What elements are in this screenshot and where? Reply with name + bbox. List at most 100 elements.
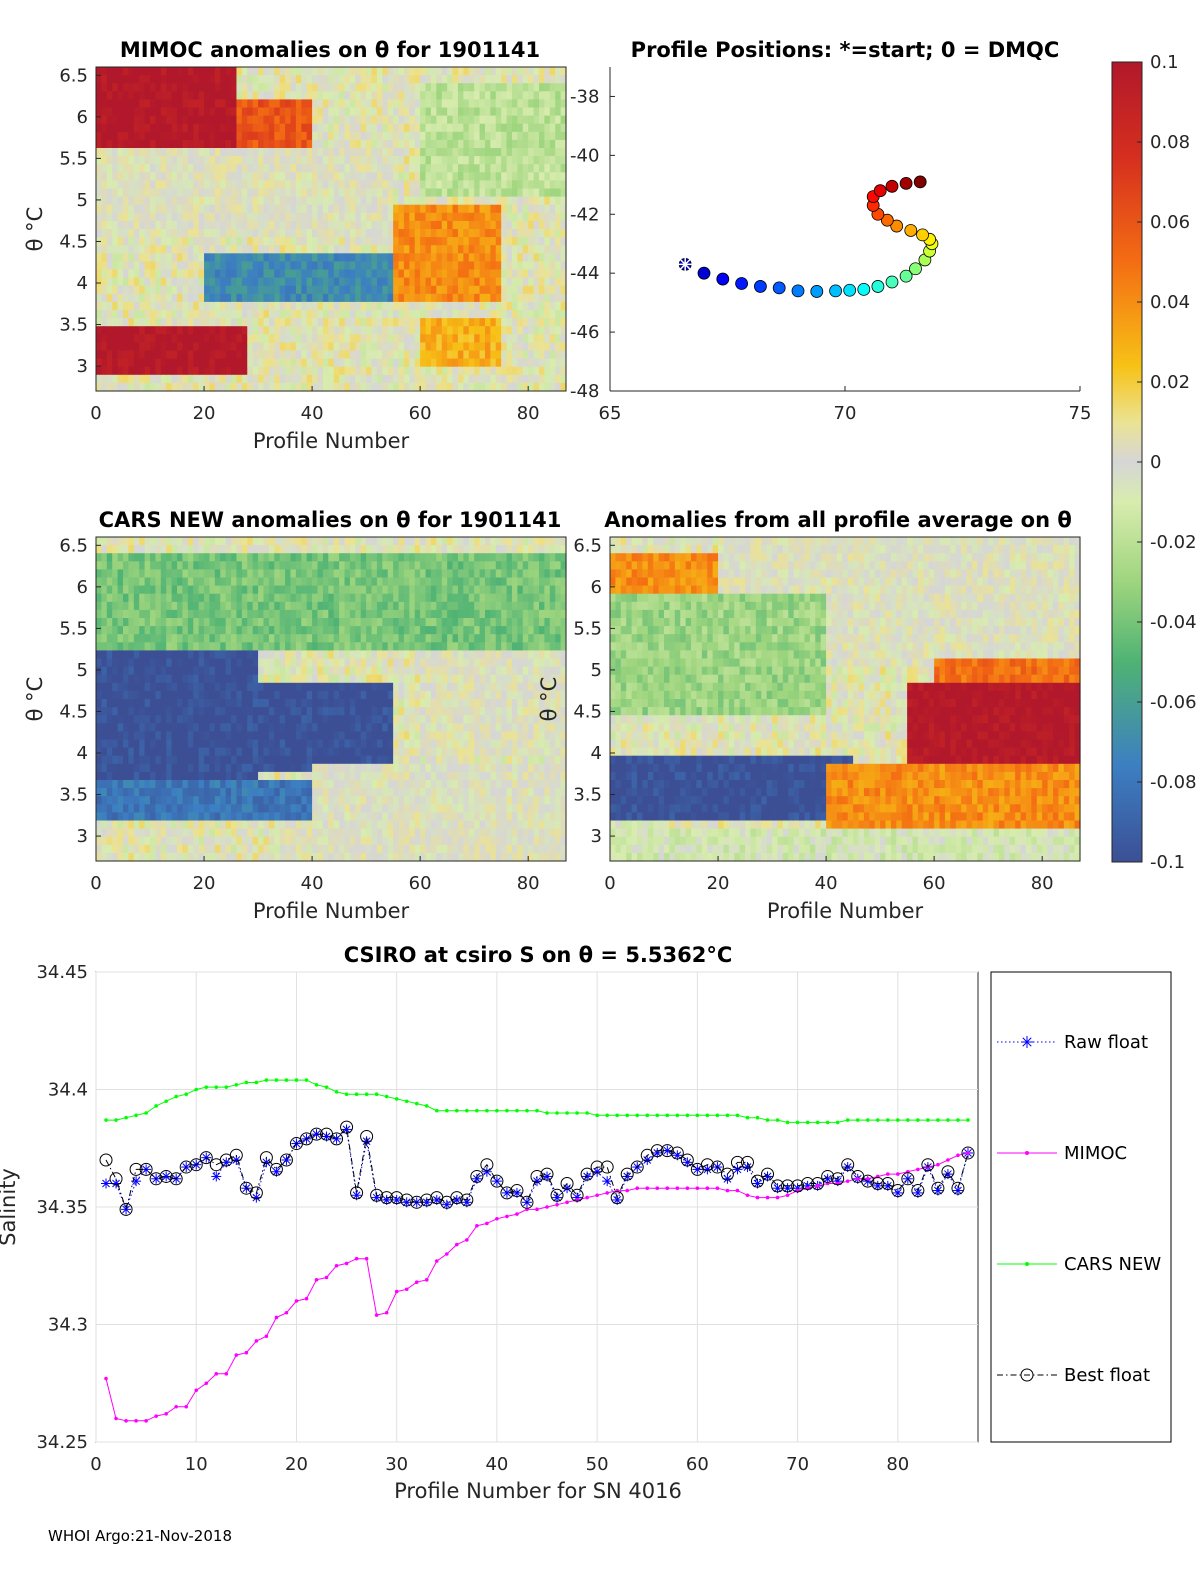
heatmap-cell bbox=[452, 277, 459, 287]
heatmap-cell bbox=[220, 626, 227, 635]
heatmap-cell bbox=[506, 237, 513, 246]
heatmap-cell bbox=[279, 382, 286, 392]
heatmap-cell bbox=[414, 229, 421, 238]
heatmap-cell bbox=[187, 334, 194, 343]
heatmap-cell bbox=[155, 310, 162, 319]
heatmap-cell bbox=[128, 366, 135, 376]
heatmap-cell bbox=[479, 220, 486, 230]
heatmap-cell bbox=[236, 172, 243, 181]
heatmap-cell bbox=[279, 326, 286, 335]
heatmap-cell bbox=[166, 593, 173, 603]
heatmap-cell bbox=[225, 318, 232, 327]
heatmap-cell bbox=[182, 642, 189, 651]
heatmap-cell bbox=[106, 374, 113, 384]
heatmap-cell bbox=[225, 148, 232, 157]
heatmap-cell bbox=[506, 67, 513, 76]
heatmap-cell bbox=[544, 318, 551, 327]
heatmap-cell bbox=[252, 204, 259, 214]
heatmap-cell bbox=[198, 237, 205, 246]
heatmap-cell bbox=[198, 747, 205, 757]
heatmap-cell bbox=[106, 788, 113, 797]
heatmap-cell bbox=[393, 277, 400, 287]
heatmap-cell bbox=[447, 220, 454, 230]
heatmap-cell bbox=[182, 618, 189, 627]
heatmap-cell bbox=[533, 139, 540, 149]
heatmap-cell bbox=[301, 326, 308, 335]
heatmap-cell bbox=[144, 107, 151, 117]
heatmap-cell bbox=[371, 261, 378, 271]
heatmap-cell bbox=[517, 318, 524, 327]
heatmap-cell bbox=[128, 139, 135, 149]
heatmap-cell bbox=[160, 374, 167, 384]
heatmap-cell bbox=[414, 188, 421, 198]
heatmap-cell bbox=[150, 707, 157, 716]
heatmap-cell bbox=[274, 374, 281, 384]
heatmap-cell bbox=[101, 796, 108, 805]
heatmap-cell bbox=[322, 99, 329, 109]
heatmap-cell bbox=[160, 99, 167, 109]
heatmap-cell bbox=[150, 828, 157, 838]
heatmap-cell bbox=[279, 350, 286, 360]
heatmap-cell bbox=[101, 747, 108, 757]
heatmap-cell bbox=[166, 747, 173, 757]
heatmap-cell bbox=[112, 293, 119, 303]
heatmap-cell bbox=[182, 844, 189, 854]
heatmap-cell bbox=[247, 115, 254, 125]
heatmap-cell bbox=[150, 123, 157, 133]
heatmap-cell bbox=[544, 196, 551, 206]
heatmap-cell bbox=[274, 237, 281, 246]
heatmap-cell bbox=[538, 285, 545, 295]
heatmap-cell bbox=[166, 326, 173, 335]
heatmap-cell bbox=[479, 83, 486, 92]
heatmap-cell bbox=[123, 237, 130, 246]
heatmap-cell bbox=[371, 188, 378, 198]
heatmap-cell bbox=[236, 293, 243, 303]
heatmap-cell bbox=[171, 342, 178, 352]
heatmap-cell bbox=[414, 91, 421, 100]
heatmap-cell bbox=[495, 277, 502, 287]
heatmap-cell bbox=[214, 561, 221, 570]
heatmap-cell bbox=[468, 350, 475, 360]
heatmap-cell bbox=[128, 545, 135, 554]
heatmap-cell bbox=[528, 310, 535, 319]
heatmap-cell bbox=[214, 593, 221, 603]
heatmap-cell bbox=[436, 382, 443, 392]
heatmap-cell bbox=[182, 269, 189, 279]
heatmap-cell bbox=[182, 699, 189, 708]
heatmap-cell bbox=[555, 148, 562, 157]
heatmap-cell bbox=[123, 682, 130, 692]
heatmap-cell bbox=[387, 342, 394, 352]
heatmap-cell bbox=[549, 342, 556, 352]
heatmap-cell bbox=[220, 139, 227, 149]
heatmap-cell bbox=[220, 545, 227, 554]
heatmap-cell bbox=[376, 301, 383, 311]
heatmap-cell bbox=[247, 844, 254, 854]
heatmap-cell bbox=[117, 820, 124, 830]
heatmap-cell bbox=[123, 148, 130, 157]
heatmap-cell bbox=[193, 107, 200, 117]
heatmap-cell bbox=[117, 180, 124, 190]
heatmap-cell bbox=[263, 634, 270, 643]
heatmap-cell bbox=[214, 277, 221, 287]
heatmap-cell bbox=[425, 91, 432, 100]
heatmap-cell bbox=[376, 164, 383, 173]
heatmap-cell bbox=[128, 674, 135, 684]
heatmap-cell bbox=[155, 285, 162, 295]
heatmap-cell bbox=[171, 261, 178, 271]
heatmap-cell bbox=[193, 99, 200, 109]
heatmap-cell bbox=[252, 91, 259, 100]
heatmap-cell bbox=[160, 715, 167, 724]
heatmap-cell bbox=[387, 374, 394, 384]
heatmap-cell bbox=[187, 75, 194, 84]
heatmap-cell bbox=[247, 342, 254, 352]
heatmap-cell bbox=[209, 682, 216, 692]
heatmap-cell bbox=[290, 358, 297, 368]
heatmap-cell bbox=[144, 156, 151, 165]
heatmap-cell bbox=[204, 245, 211, 254]
heatmap-cell bbox=[490, 253, 497, 262]
heatmap-cell bbox=[204, 99, 211, 109]
heatmap-cell bbox=[549, 196, 556, 206]
heatmap-cell bbox=[144, 196, 151, 206]
heatmap-cell bbox=[328, 301, 335, 311]
heatmap-cell bbox=[123, 852, 130, 862]
